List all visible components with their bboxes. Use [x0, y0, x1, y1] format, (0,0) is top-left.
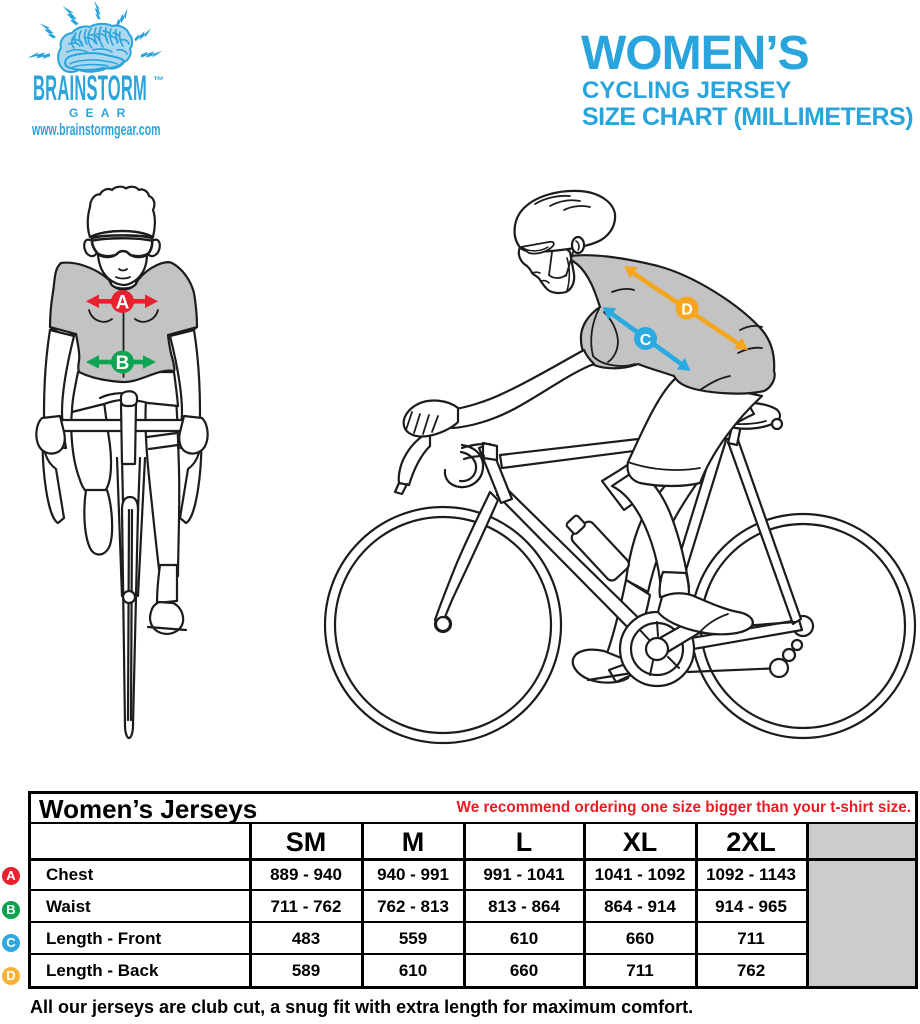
svg-text:B: B — [116, 353, 130, 374]
svg-text:D: D — [681, 302, 693, 319]
svg-text:C: C — [640, 332, 652, 349]
svg-text:A: A — [116, 293, 130, 314]
